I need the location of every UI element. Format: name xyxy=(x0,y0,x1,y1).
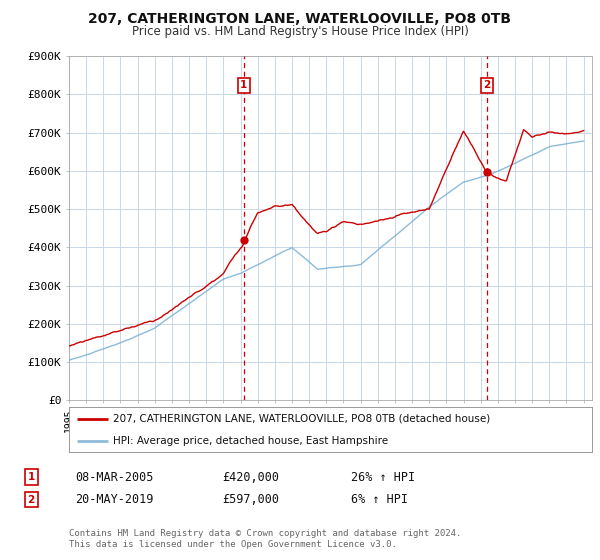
Text: £420,000: £420,000 xyxy=(222,470,279,484)
Text: 6% ↑ HPI: 6% ↑ HPI xyxy=(351,493,408,506)
Text: HPI: Average price, detached house, East Hampshire: HPI: Average price, detached house, East… xyxy=(113,436,389,446)
Text: 1: 1 xyxy=(240,80,247,90)
Text: £597,000: £597,000 xyxy=(222,493,279,506)
Text: 207, CATHERINGTON LANE, WATERLOOVILLE, PO8 0TB: 207, CATHERINGTON LANE, WATERLOOVILLE, P… xyxy=(89,12,511,26)
Text: Contains HM Land Registry data © Crown copyright and database right 2024.
This d: Contains HM Land Registry data © Crown c… xyxy=(69,529,461,549)
Text: 1: 1 xyxy=(28,472,35,482)
Text: 08-MAR-2005: 08-MAR-2005 xyxy=(75,470,154,484)
Text: 2: 2 xyxy=(28,494,35,505)
Text: 2: 2 xyxy=(484,80,491,90)
Text: 20-MAY-2019: 20-MAY-2019 xyxy=(75,493,154,506)
Text: 26% ↑ HPI: 26% ↑ HPI xyxy=(351,470,415,484)
Text: Price paid vs. HM Land Registry's House Price Index (HPI): Price paid vs. HM Land Registry's House … xyxy=(131,25,469,38)
Text: 207, CATHERINGTON LANE, WATERLOOVILLE, PO8 0TB (detached house): 207, CATHERINGTON LANE, WATERLOOVILLE, P… xyxy=(113,414,491,424)
